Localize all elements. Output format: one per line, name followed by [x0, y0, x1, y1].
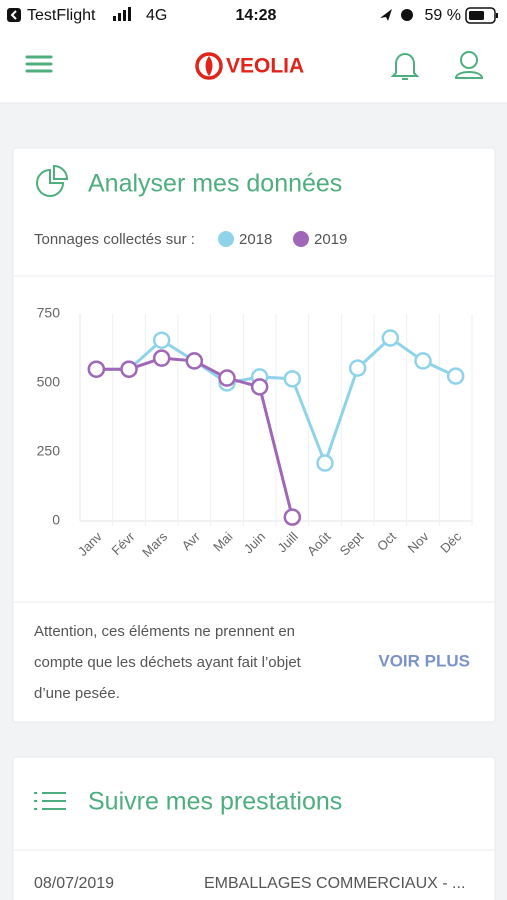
pie-icon — [36, 164, 69, 197]
y-tick-label: 0 — [52, 512, 60, 528]
data-point — [87, 360, 106, 378]
legend-label: Tonnages collectés sur : — [34, 231, 195, 248]
service-label[interactable]: EMBALLAGES COMMERCIAUX - ... — [204, 875, 465, 892]
voir-plus-button[interactable]: VOIR PLUS — [378, 651, 470, 670]
legend-label: 2019 — [314, 231, 347, 248]
menu-icon[interactable] — [25, 55, 53, 73]
note-line: compte que les déchets ayant fait l’obje… — [34, 654, 302, 671]
data-point — [185, 352, 204, 370]
legend-swatch — [293, 231, 309, 247]
battery-level — [469, 11, 484, 20]
bell-icon[interactable] — [390, 52, 420, 80]
data-point — [381, 329, 400, 347]
note-line: Attention, ces éléments ne prennent en — [34, 623, 295, 640]
data-point — [218, 369, 236, 387]
y-tick-label: 250 — [37, 443, 61, 459]
app-header — [0, 30, 507, 103]
service-date[interactable]: 08/07/2019 — [34, 875, 114, 892]
card-title: Analyser mes données — [88, 170, 342, 198]
data-point — [152, 349, 171, 367]
location-icon — [380, 9, 392, 21]
clock: 14:28 — [236, 7, 277, 24]
services-card — [12, 756, 496, 900]
note-line: d’une pesée. — [34, 685, 120, 702]
y-tick-label: 500 — [37, 374, 61, 390]
back-icon[interactable] — [7, 8, 21, 22]
back-chevron — [10, 10, 17, 20]
user-icon[interactable] — [454, 51, 484, 79]
data-point — [348, 359, 367, 377]
data-point — [283, 508, 302, 526]
data-point — [283, 370, 302, 388]
legend-label: 2018 — [239, 231, 272, 248]
data-point — [414, 352, 432, 370]
legend: 2018 2019 — [218, 231, 347, 248]
carrier: TestFlight — [27, 7, 96, 24]
list-icon — [34, 792, 66, 810]
status-bar — [0, 0, 507, 30]
data-point — [446, 367, 465, 385]
y-tick-label: 750 — [37, 305, 61, 321]
network: 4G — [146, 7, 167, 24]
analysis-card — [12, 147, 496, 723]
data-point — [250, 378, 269, 396]
logo: VEOLIA — [226, 55, 304, 78]
logo-mark — [195, 52, 223, 80]
logo-drop — [205, 56, 213, 76]
data-point — [120, 360, 138, 378]
alarm-icon — [401, 9, 413, 21]
battery-text: 59 % — [425, 7, 461, 24]
signal-icon — [113, 7, 131, 21]
battery-icon — [465, 7, 496, 24]
battery-tip — [496, 13, 498, 18]
data-point — [152, 331, 171, 349]
data-point — [316, 454, 334, 472]
card-title: Suivre mes prestations — [88, 788, 342, 816]
legend-swatch — [218, 231, 234, 247]
